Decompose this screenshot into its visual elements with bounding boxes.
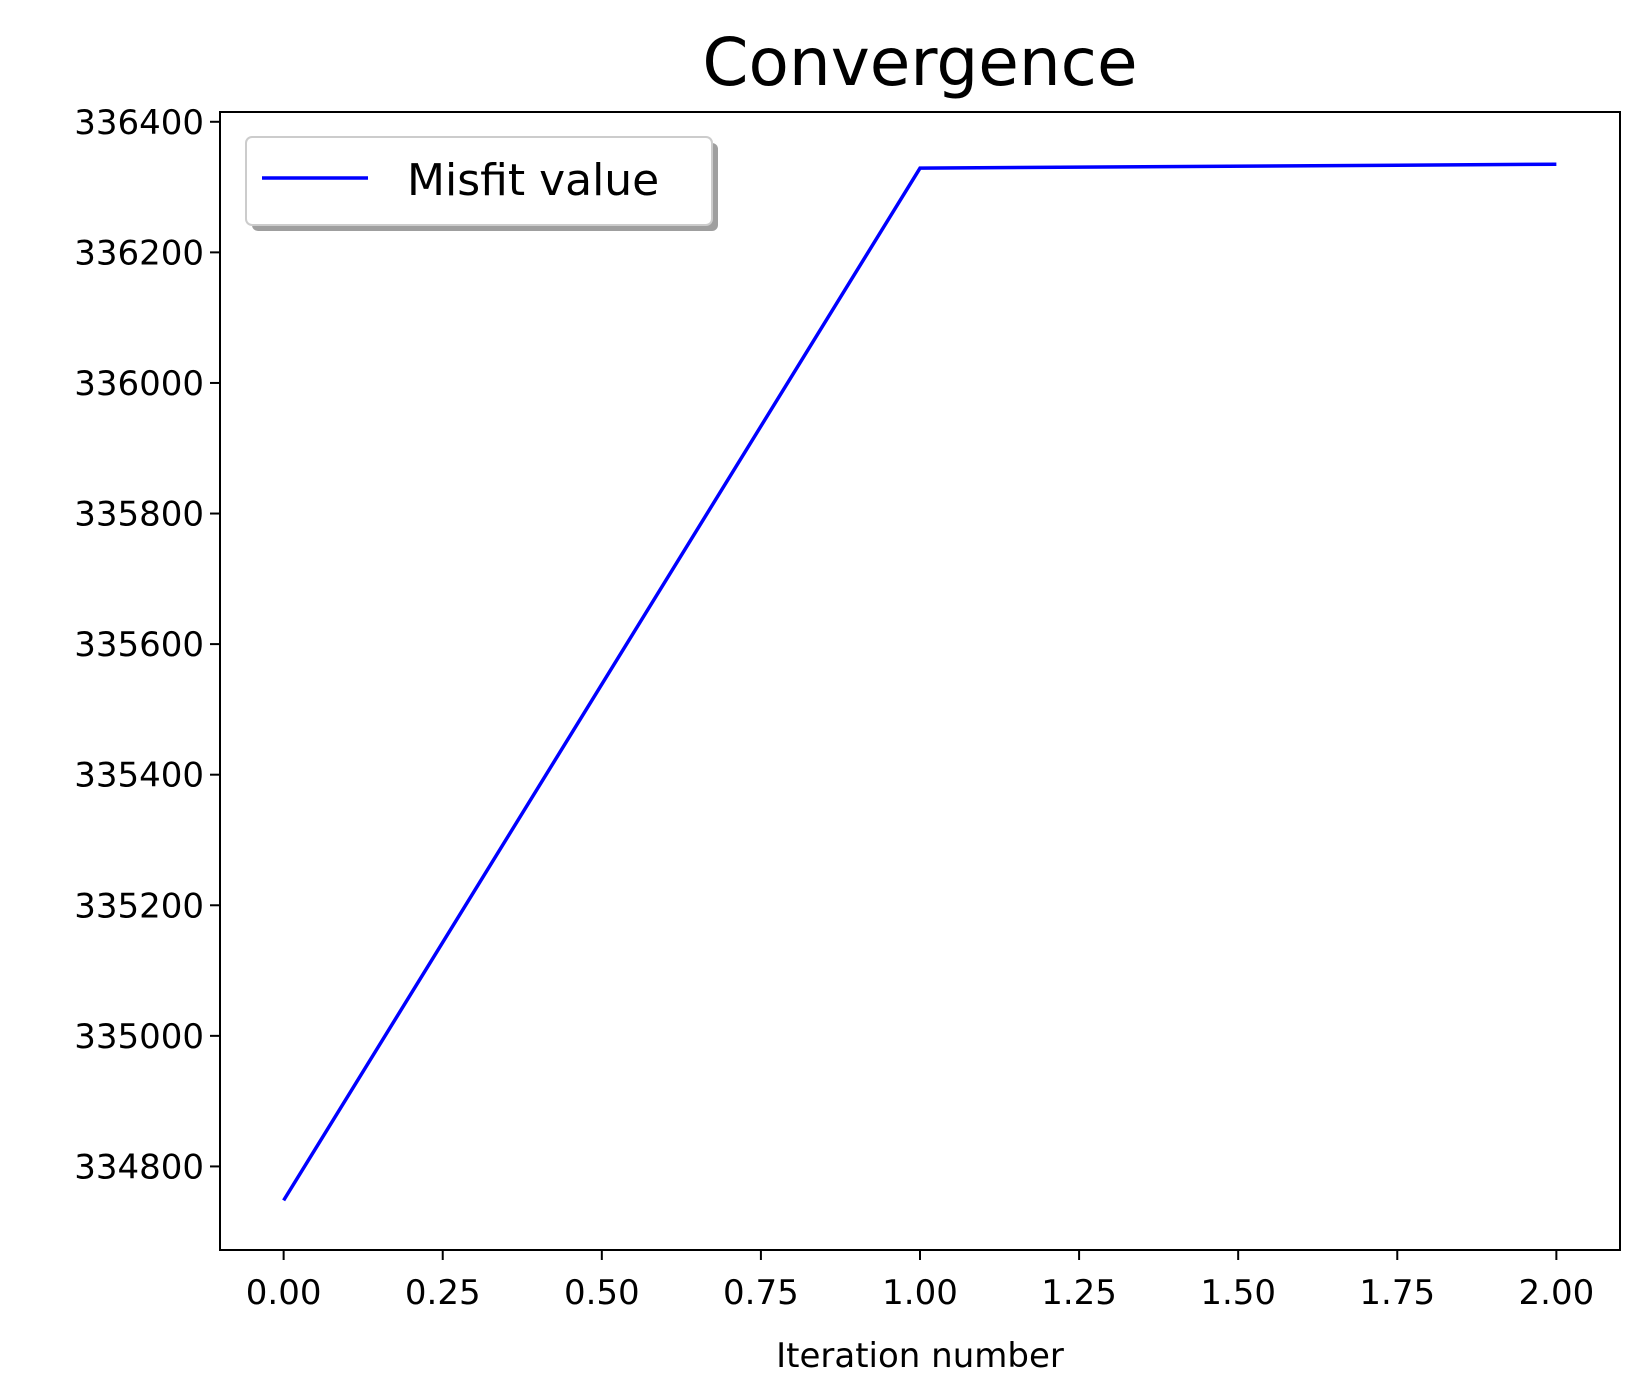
x-tick-label: 1.50 xyxy=(1200,1273,1276,1313)
series-layer xyxy=(282,162,1557,1202)
y-tick-label: 335600 xyxy=(74,625,204,665)
x-tick-label: 1.25 xyxy=(1041,1273,1117,1313)
y-axis-ticks: 334800 335000 335200 335400 335600 335800 3360… xyxy=(74,103,220,1187)
chart-title: Convergence xyxy=(702,24,1137,101)
x-tick-label: 0.50 xyxy=(564,1273,640,1313)
legend: Misfit value xyxy=(245,136,718,231)
y-tick-label: 334800 xyxy=(74,1147,204,1187)
legend-label-misfit-value: Misfit value xyxy=(407,155,659,206)
plot-background xyxy=(220,112,1620,1250)
y-tick-label: 336200 xyxy=(74,233,204,273)
x-axis-ticks: 0.00 0.25 0.50 0.75 1.00 1.25 1.50 1.75 2.00 xyxy=(246,1250,1594,1313)
y-tick-label: 335800 xyxy=(74,495,204,535)
x-tick-label: 2.00 xyxy=(1519,1273,1595,1313)
legend-box xyxy=(245,136,713,226)
y-tick-label: 335000 xyxy=(74,1017,204,1057)
x-tick-label: 0.00 xyxy=(246,1273,322,1313)
x-axis-label: Iteration number xyxy=(776,1336,1064,1376)
axes-frame xyxy=(219,111,1621,1251)
x-tick-label: 0.25 xyxy=(405,1273,481,1313)
y-tick-label: 336400 xyxy=(74,103,204,143)
y-tick-label: 336000 xyxy=(74,364,204,404)
x-tick-label: 0.75 xyxy=(723,1273,799,1313)
x-tick-label: 1.75 xyxy=(1359,1273,1435,1313)
y-tick-label: 335400 xyxy=(74,756,204,796)
plot-area xyxy=(220,112,1620,1250)
x-tick-label: 1.00 xyxy=(882,1273,958,1313)
y-tick-label: 335200 xyxy=(74,886,204,926)
